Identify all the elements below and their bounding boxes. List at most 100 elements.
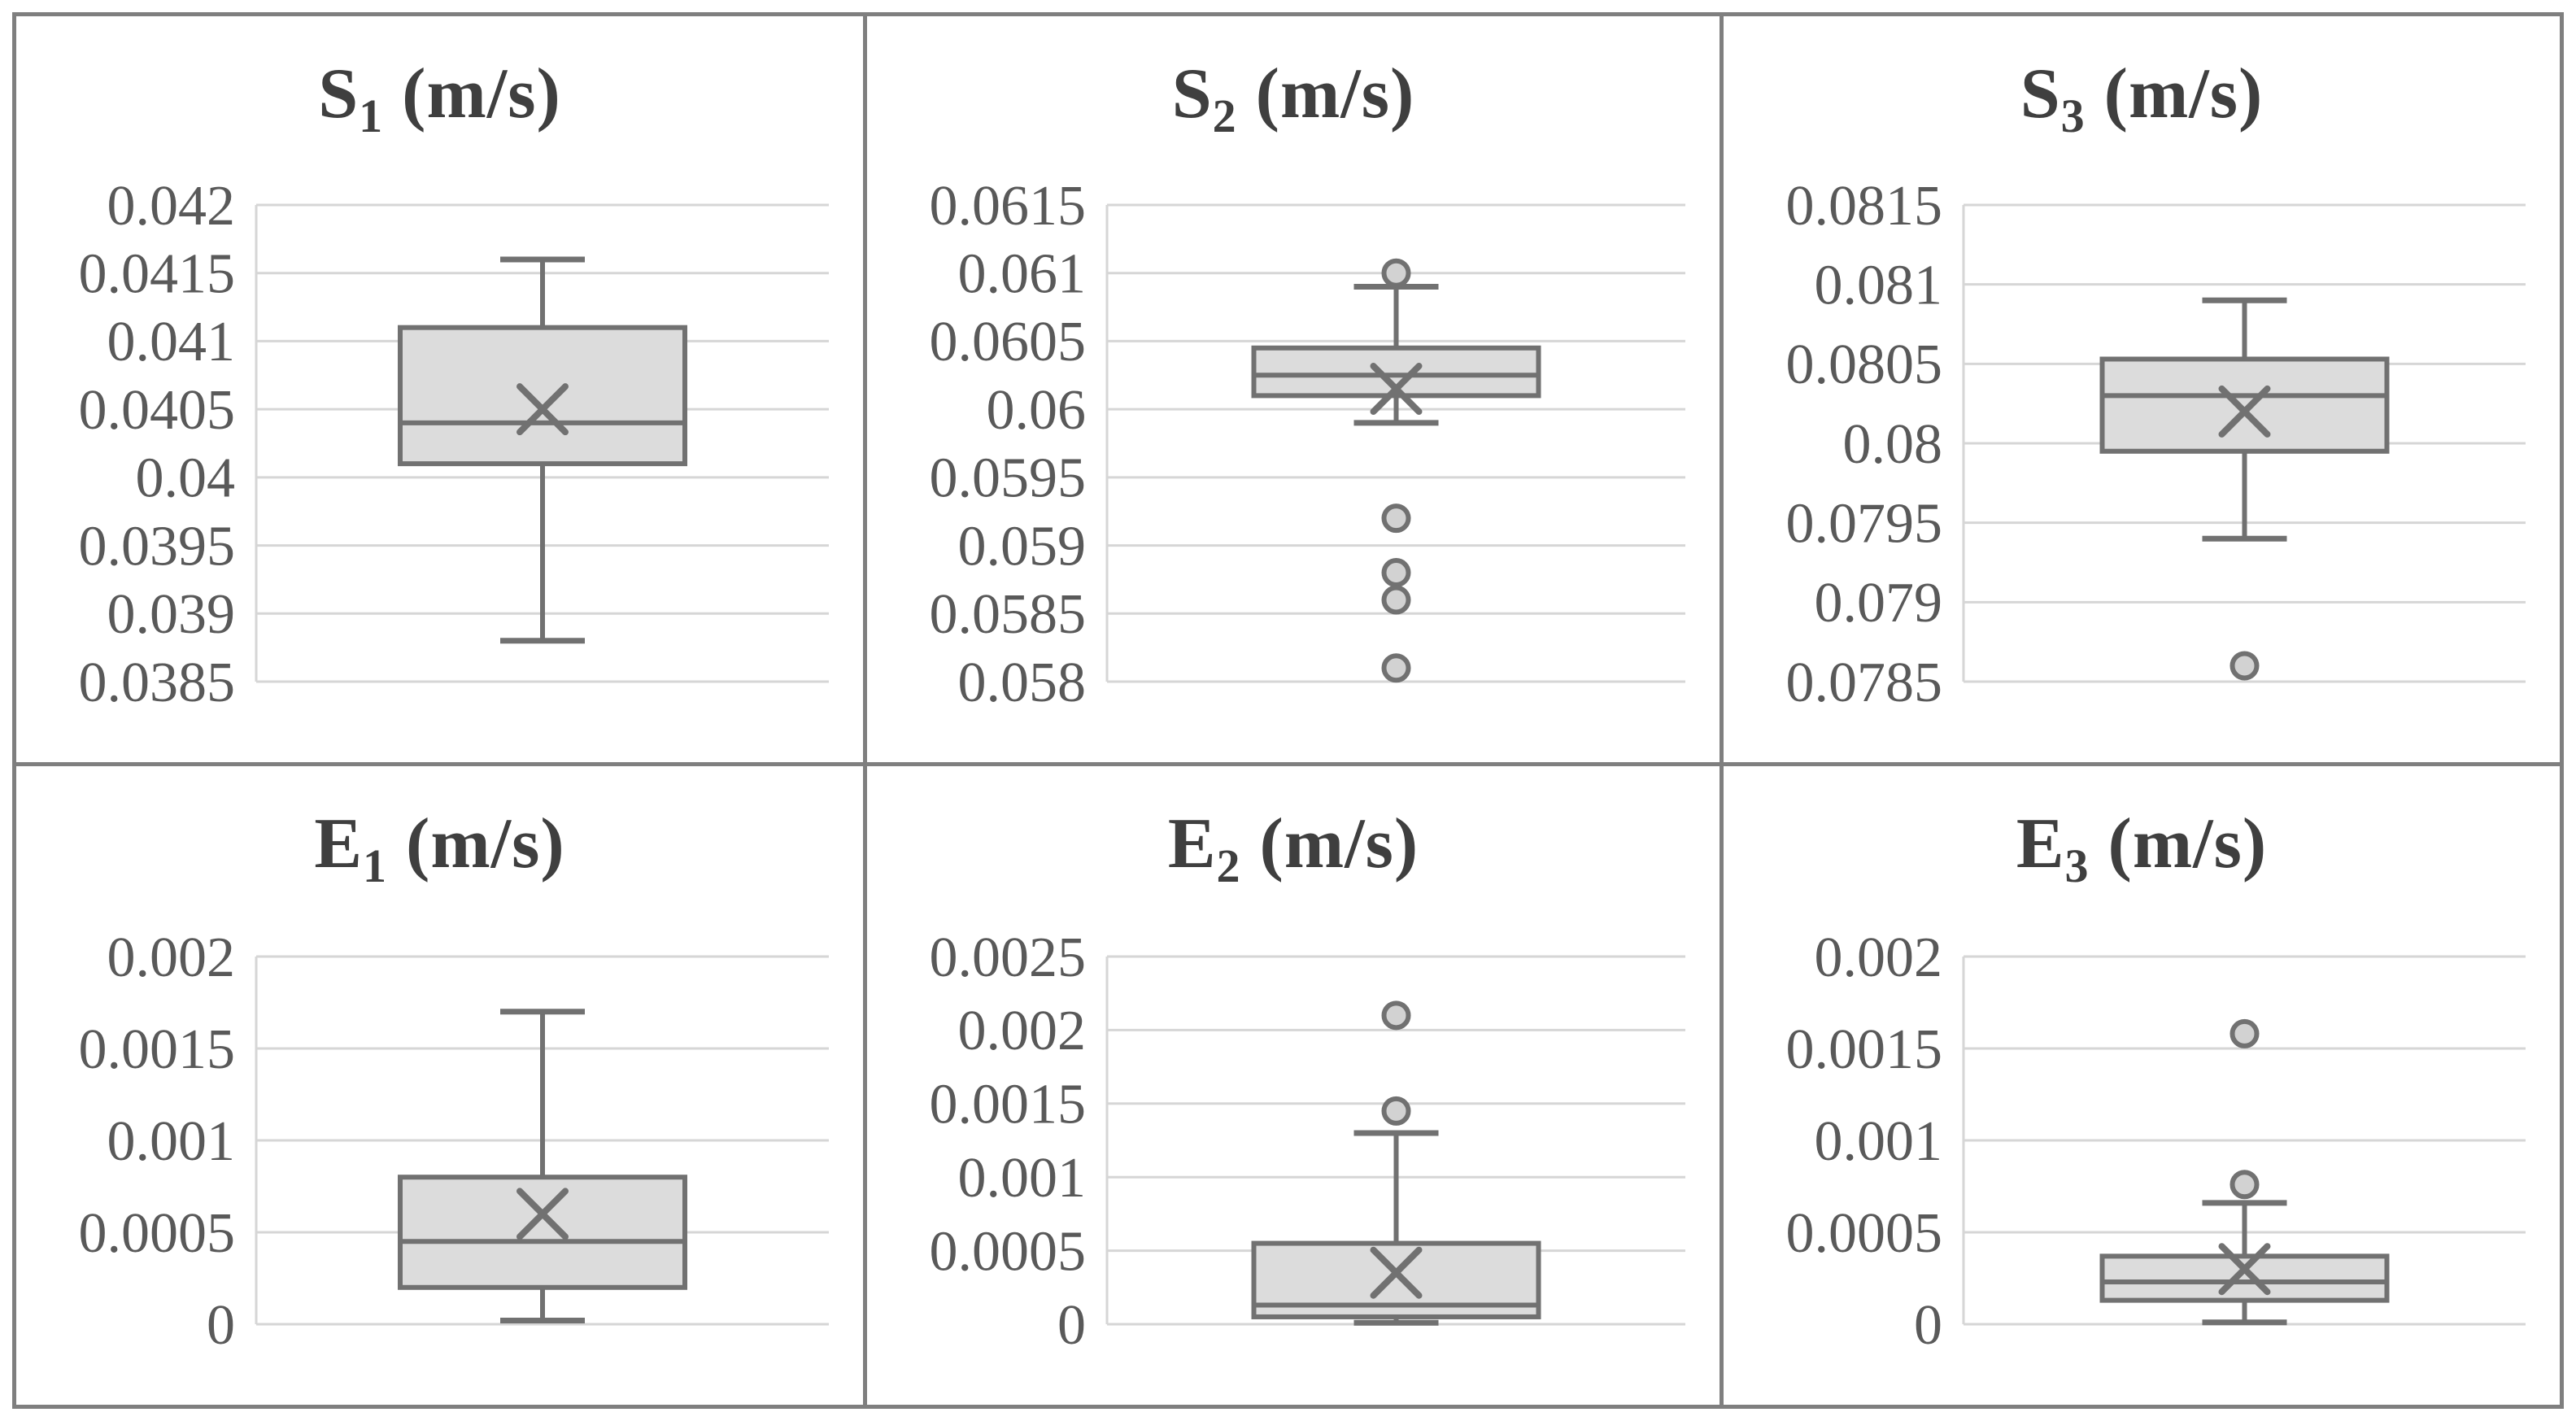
outlier-point [1381, 653, 1411, 683]
panel-title-e1: E1 (m/s) [16, 804, 863, 889]
panel-divider-vertical-2 [1720, 16, 1724, 1405]
panel-e3: E3 (m/s) 0.002 0.0015 0.001 0.0005 0 [1724, 766, 2560, 1405]
outlier-point [2229, 1170, 2260, 1200]
y-tick-label: 0.0785 [1786, 652, 1943, 714]
y-tick-label: 0.002 [1815, 926, 1943, 989]
outlier-point [1381, 558, 1411, 588]
y-tick-label: 0.059 [958, 515, 1087, 578]
title-symbol: S [2020, 54, 2061, 133]
title-symbol: E [314, 804, 364, 883]
outlier-point [1381, 1096, 1411, 1126]
title-symbol: E [2016, 804, 2065, 883]
y-tick-label: 0.0385 [79, 652, 236, 714]
y-tick-label: 0.039 [107, 583, 236, 646]
box-iqr [2099, 356, 2390, 454]
box-iqr [398, 1175, 687, 1290]
title-unit: (m/s) [383, 54, 561, 133]
y-tick-label: 0.0025 [930, 926, 1087, 989]
boxplot-svg-s1: 0.0420.04150.0410.04050.040.03950.0390.0… [79, 175, 829, 714]
y-tick-label: 0.001 [1815, 1110, 1943, 1173]
mean-x-marker [517, 383, 569, 436]
y-tick-label: 0.0795 [1786, 492, 1943, 555]
panel-title-s2: S2 (m/s) [867, 54, 1720, 139]
title-symbol: S [1171, 54, 1213, 133]
y-tick-label: 0.0605 [930, 311, 1087, 373]
boxplot-svg-s2: 0.06150.0610.06050.060.05950.0590.05850.… [930, 175, 1685, 714]
title-unit: (m/s) [2085, 54, 2264, 133]
outlier-point [1381, 258, 1411, 288]
title-subscript: 2 [1216, 839, 1241, 892]
mean-x-marker [2218, 385, 2271, 438]
y-tick-label: 0.04 [136, 447, 236, 510]
panel-title-s3: S3 (m/s) [1724, 54, 2560, 139]
y-tick-label: 0.0395 [79, 515, 236, 578]
y-tick-label: 0.002 [958, 1000, 1087, 1062]
panel-e1: E1 (m/s) 0.002 0.0015 0.001 0.0005 0 [16, 766, 863, 1405]
y-tick-label: 0.06 [987, 379, 1087, 442]
panel-title-s1: S1 (m/s) [16, 54, 863, 139]
title-subscript: 3 [2064, 839, 2090, 892]
box-iqr [398, 325, 687, 467]
title-subscript: 1 [363, 839, 388, 892]
y-tick-label: 0.0585 [930, 583, 1087, 646]
y-tick-label: 0.061 [958, 243, 1087, 306]
mean-x-marker [2218, 1243, 2271, 1296]
y-tick-label: 0.0415 [79, 243, 236, 306]
y-tick-label: 0 [1057, 1294, 1086, 1357]
y-tick-label: 0.042 [107, 175, 236, 238]
y-tick-label: 0.0595 [930, 447, 1087, 510]
y-tick-label: 0.08 [1843, 413, 1943, 476]
y-tick-label: 0.0805 [1786, 333, 1943, 396]
y-tick-label: 0.001 [958, 1147, 1087, 1210]
panel-title-e2: E2 (m/s) [867, 804, 1720, 889]
y-tick-label: 0.0005 [930, 1220, 1087, 1283]
title-unit: (m/s) [1236, 54, 1415, 133]
y-tick-label: 0.0815 [1786, 175, 1943, 238]
y-tick-label: 0.0015 [79, 1018, 236, 1081]
panel-title-e3: E3 (m/s) [1724, 804, 2560, 889]
figure-frame: S1 (m/s) 0.042 0.0415 0.041 0.0405 0.04 0.039… [12, 12, 2564, 1409]
mean-x-marker [1370, 363, 1423, 416]
outlier-point [2229, 1018, 2260, 1048]
boxplot-svg-s3: 0.0815 0.081 0.0805 0.08 0.0795 0.079 0.0785 [1786, 175, 2526, 714]
y-tick-label: 0.0015 [930, 1074, 1087, 1136]
y-tick-label: 0.001 [107, 1110, 236, 1173]
title-subscript: 2 [1212, 89, 1237, 142]
y-tick-label: 0.0615 [930, 175, 1087, 238]
y-tick-label: 0.0005 [79, 1202, 236, 1265]
y-tick-label: 0.041 [107, 311, 236, 373]
panel-e2: E2 (m/s) 0.0025 0.002 0.0015 0.001 0.0005 0 [867, 766, 1720, 1405]
mean-x-marker [517, 1188, 569, 1240]
panel-divider-vertical-1 [863, 16, 867, 1405]
outlier-point [1381, 1000, 1411, 1031]
y-tick-label: 0.0405 [79, 379, 236, 442]
panel-divider-horizontal [16, 762, 2560, 766]
y-tick-label: 0.0005 [1786, 1202, 1943, 1265]
title-unit: (m/s) [387, 804, 565, 883]
outlier-point [1381, 503, 1411, 534]
outlier-point [2229, 651, 2260, 681]
title-symbol: E [1167, 804, 1217, 883]
outlier-point [1381, 585, 1411, 615]
y-tick-label: 0 [207, 1294, 235, 1357]
title-symbol: S [318, 54, 360, 133]
y-tick-label: 0.002 [107, 926, 236, 989]
y-tick-label: 0 [1914, 1294, 1942, 1357]
title-subscript: 3 [2060, 89, 2086, 142]
y-tick-label: 0.081 [1815, 254, 1943, 316]
panel-s2: S2 (m/s) 0.0615 0.061 0.0605 0.06 0.0595 0.05… [867, 16, 1720, 762]
y-tick-label: 0.079 [1815, 572, 1943, 634]
boxplot-svg-e1: 0.002 0.0015 0.001 0.0005 0 [79, 926, 829, 1357]
mean-x-marker [1370, 1246, 1423, 1299]
boxplot-svg-e2: 0.0025 0.002 0.0015 0.001 0.0005 0 [930, 926, 1685, 1357]
title-unit: (m/s) [1240, 804, 1419, 883]
box-iqr [2099, 1253, 2390, 1303]
panel-s1: S1 (m/s) 0.042 0.0415 0.041 0.0405 0.04 0.039… [16, 16, 863, 762]
panel-s3: S3 (m/s) 0.0815 0.081 0.0805 0.08 0.0795 0.07… [1724, 16, 2560, 762]
title-unit: (m/s) [2089, 804, 2268, 883]
boxplot-svg-e3: 0.002 0.0015 0.001 0.0005 0 [1786, 926, 2526, 1357]
title-subscript: 1 [359, 89, 384, 142]
y-tick-label: 0.058 [958, 652, 1087, 714]
y-tick-label: 0.0015 [1786, 1018, 1943, 1081]
